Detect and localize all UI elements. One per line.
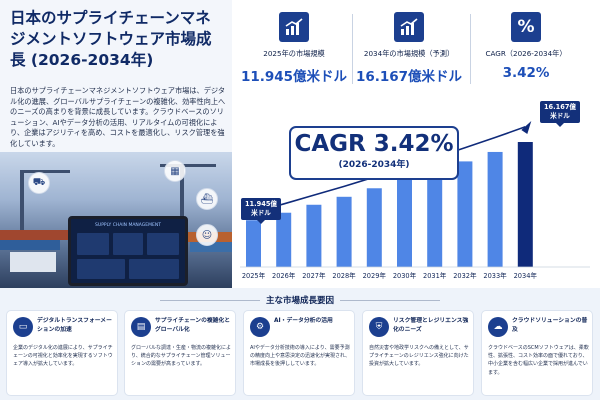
factor-title: リスク管理とレジリエンス強化のニーズ xyxy=(393,318,469,333)
tick-label: 2032年 xyxy=(453,271,477,280)
factor-text: AIやデータ分析技術の導入により、需要予測の精度向上や意思決定の迅速化が実現され… xyxy=(250,345,351,368)
divider xyxy=(160,300,260,301)
stat-label: CAGR（2026-2034年） xyxy=(485,49,567,58)
cagr-highlight-box: CAGR 3.42% (2026-2034年) xyxy=(289,126,459,180)
bar-growth-icon xyxy=(394,12,424,42)
tick-label: 2028年 xyxy=(332,271,356,280)
bar-2029年 xyxy=(366,188,382,267)
factor-text: 企業のデジタル化の進展により、サプライチェーンの可視化と効率化を実現するソフトウ… xyxy=(13,345,113,368)
stat-value: 11.945億米ドル xyxy=(240,69,348,85)
stat-label: 2025年の市場規模 xyxy=(263,49,325,58)
stat-value: 3.42% xyxy=(502,65,550,81)
bar-2031年 xyxy=(427,170,443,267)
tick-label: 2027年 xyxy=(302,271,326,280)
market-growth-chart: 2025年 2026年 2027年 2028年 2029年 2030年 2031年 2032年… xyxy=(240,121,590,280)
factor-card-ai: ⚙ AI・データ分析の活用 AIやデータ分析技術の導入により、需要予測の精度向上… xyxy=(243,310,355,396)
factor-title: クラウドソリューションの普及 xyxy=(512,318,588,333)
chart-icon: ▤ xyxy=(131,317,151,337)
stat-cagr: % CAGR（2026-2034年） 3.42% xyxy=(470,8,582,92)
gear-icon: ⚙ xyxy=(250,317,270,337)
factor-title: サプライチェーンの複雑化とグローバル化 xyxy=(155,318,231,333)
factor-card-digital: ▭ デジタルトランスフォーメーションの加速 企業のデジタル化の進展により、サプラ… xyxy=(6,310,118,396)
dashboard-tablet: SUPPLY CHAIN MANAGEMENT xyxy=(68,216,188,286)
cagr-period-text: (2026-2034年) xyxy=(338,160,410,170)
stat-label: 2034年の市場規模（予測） xyxy=(363,49,455,58)
factor-title: デジタルトランスフォーメーションの加速 xyxy=(37,318,112,333)
tick-label: 2031年 xyxy=(423,271,447,280)
bar-2027年 xyxy=(306,204,322,267)
bar-growth-icon xyxy=(279,12,309,42)
percent-icon: % xyxy=(511,12,541,42)
monitor-icon: ▭ xyxy=(13,317,33,337)
stat-value: 16.167億米ドル xyxy=(355,69,463,85)
ship-icon: ⛴ xyxy=(196,188,218,210)
factor-card-cloud: ☁ クラウドソリューションの普及 クラウドベースのSCMソフトウェアは、柔軟性、… xyxy=(481,310,593,396)
divider xyxy=(352,14,353,84)
page-title: 日本のサプライチェーンマネジメントソフトウェア市場成長 (2026-2034年) xyxy=(10,9,212,69)
tick-label: 2034年 xyxy=(514,271,538,280)
tick-label: 2026年 xyxy=(272,271,296,280)
factor-card-risk: ⛨ リスク管理とレジリエンス強化のニーズ 自然災害や地政学リスクへの備えとして、… xyxy=(362,310,474,396)
cloud-icon: ☁ xyxy=(488,317,508,337)
tick-label: 2025年 xyxy=(242,271,266,280)
shield-icon: ⛨ xyxy=(369,317,389,337)
market-description: 日本のサプライチェーンマネジメントソフトウェア市場は、デジタル化の進展、グローバ… xyxy=(10,86,226,148)
trend-arrow xyxy=(521,121,532,134)
bar-2028年 xyxy=(336,196,352,267)
factory-icon: ▦ xyxy=(164,160,186,182)
bar-2026年 xyxy=(276,212,292,267)
tick-label: 2033年 xyxy=(483,271,507,280)
bar-2030年 xyxy=(397,179,412,267)
stat-2034-market-size: 2034年の市場規模（予測） 16.167億米ドル xyxy=(353,8,465,92)
divider xyxy=(470,14,471,84)
factor-text: 自然災害や地政学リスクへの備えとして、サプライチェーンのレジリエンス強化に向けた… xyxy=(369,345,469,368)
bar-2033年 xyxy=(487,151,503,267)
factor-text: クラウドベースのSCMソフトウェアは、柔軟性、拡張性、コスト効率の面で優れており… xyxy=(488,345,589,376)
factor-title: AI・データ分析の活用 xyxy=(274,318,333,324)
data-label-2034: 16.167億米ドル xyxy=(540,101,580,127)
bar-2025年 xyxy=(246,220,261,267)
data-label-2025: 11.945億米ドル xyxy=(241,198,281,224)
divider xyxy=(340,300,440,301)
bar-2034年 xyxy=(517,142,533,267)
stat-2025-market-size: 2025年の市場規模 11.945億米ドル xyxy=(238,8,350,92)
factor-card-globalization: ▤ サプライチェーンの複雑化とグローバル化 グローバルな調達・生産・物流の複雑化… xyxy=(124,310,236,396)
person-icon: ☺ xyxy=(196,224,218,246)
truck-icon: ⛟ xyxy=(28,172,50,194)
tick-label: 2029年 xyxy=(363,271,387,280)
supply-chain-photo: SUPPLY CHAIN MANAGEMENT ⛟ ▦ ⛴ ☺ xyxy=(0,152,232,288)
left-panel: 日本のサプライチェーンマネジメントソフトウェア市場成長 (2026-2034年)… xyxy=(0,0,232,288)
cagr-main-text: CAGR 3.42% xyxy=(294,131,454,157)
bar-2032年 xyxy=(457,161,473,267)
factor-text: グローバルな調達・生産・物流の複雑化により、統合的なサプライチェーン管理ソリュー… xyxy=(131,345,231,368)
tick-label: 2030年 xyxy=(393,271,417,280)
tablet-title: SUPPLY CHAIN MANAGEMENT xyxy=(95,223,161,228)
factors-title: 主な市場成長要因 xyxy=(265,296,334,306)
